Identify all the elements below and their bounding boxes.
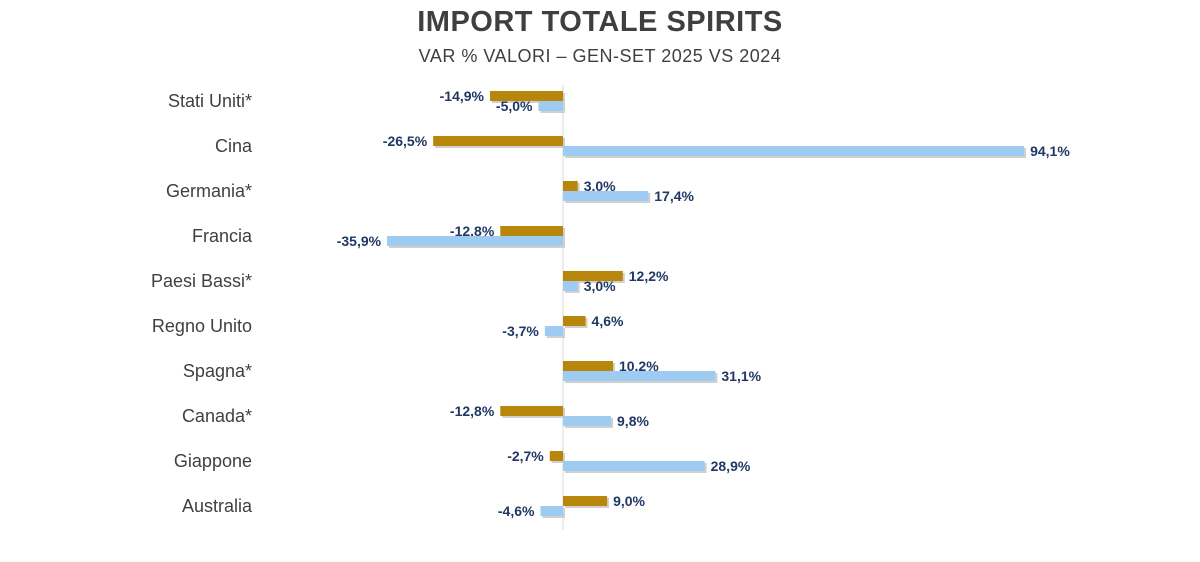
chart-title: IMPORT TOTALE SPIRITS (417, 6, 783, 38)
bar (563, 281, 578, 291)
data-label: 10,2% (619, 358, 659, 374)
data-label: 12,2% (629, 268, 669, 284)
data-label: -4,6% (498, 503, 535, 519)
data-label: -3,7% (502, 323, 539, 339)
data-label: -35,9% (337, 233, 382, 249)
data-label: 9,8% (617, 413, 649, 429)
bar (544, 326, 563, 336)
data-label: 94,1% (1030, 143, 1070, 159)
data-label: 28,9% (711, 458, 751, 474)
data-label: 3,0% (584, 278, 616, 294)
data-label: -12,8% (450, 223, 495, 239)
category-label: Canada* (182, 406, 252, 426)
data-label: 3,0% (584, 178, 616, 194)
bar (549, 451, 563, 461)
bar (500, 406, 563, 416)
bar (563, 316, 586, 326)
bar (563, 361, 613, 371)
category-label: Francia (192, 226, 253, 246)
category-label: Giappone (174, 451, 252, 471)
chart-subtitle: VAR % VALORI – GEN-SET 2025 VS 2024 (418, 46, 782, 66)
bar (433, 136, 563, 146)
category-label: Paesi Bassi* (151, 271, 252, 291)
data-label: -12,8% (450, 403, 495, 419)
bar (500, 226, 563, 236)
category-label: Regno Unito (152, 316, 252, 336)
bar (538, 101, 563, 111)
bar (563, 181, 578, 191)
bar (563, 496, 608, 506)
data-label: -14,9% (440, 88, 485, 104)
bar (563, 371, 716, 381)
bar (563, 461, 705, 471)
data-label: 31,1% (721, 368, 761, 384)
data-label: 9,0% (613, 493, 645, 509)
bar (387, 236, 563, 246)
data-label: 17,4% (654, 188, 694, 204)
bar (489, 91, 563, 101)
data-label: -26,5% (383, 133, 428, 149)
data-label: 4,6% (592, 313, 624, 329)
category-label: Germania* (166, 181, 252, 201)
category-label: Stati Uniti* (168, 91, 252, 111)
bar (563, 416, 612, 426)
bar (563, 271, 623, 281)
category-label: Spagna* (183, 361, 252, 381)
category-label: Australia (182, 496, 253, 516)
bar (563, 191, 649, 201)
bar (540, 506, 563, 516)
data-label: -2,7% (507, 448, 544, 464)
bar (563, 146, 1025, 156)
data-label: -5,0% (496, 98, 533, 114)
category-label: Cina (215, 136, 253, 156)
